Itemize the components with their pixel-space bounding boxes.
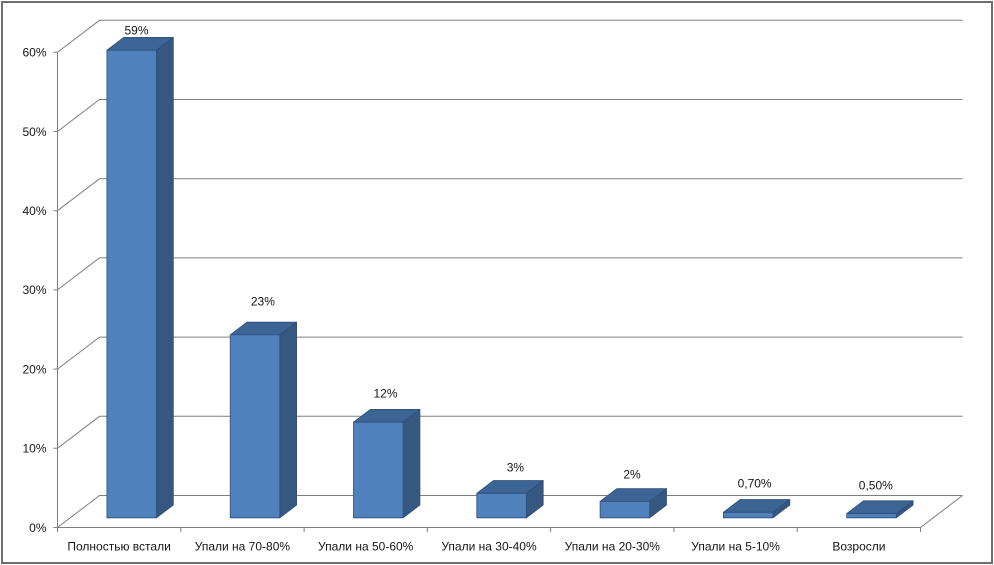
svg-text:Упали на 5-10%: Упали на 5-10% [691, 540, 780, 554]
svg-text:60%: 60% [22, 46, 46, 60]
svg-text:0,70%: 0,70% [738, 477, 772, 491]
svg-text:Полностью встали: Полностью встали [67, 540, 170, 554]
svg-text:40%: 40% [22, 204, 46, 218]
svg-text:59%: 59% [124, 24, 148, 38]
svg-text:23%: 23% [251, 294, 275, 308]
svg-text:Упали на 30-40%: Упали на 30-40% [441, 540, 537, 554]
svg-text:10%: 10% [22, 442, 46, 456]
svg-text:Упали на 50-60%: Упали на 50-60% [318, 540, 414, 554]
svg-text:20%: 20% [22, 362, 46, 376]
svg-text:2%: 2% [623, 468, 641, 482]
svg-text:12%: 12% [373, 387, 397, 401]
svg-text:0%: 0% [29, 521, 47, 535]
svg-text:3%: 3% [507, 460, 525, 474]
svg-text:30%: 30% [22, 283, 46, 297]
svg-text:0,50%: 0,50% [859, 478, 893, 492]
svg-text:Упали на 70-80%: Упали на 70-80% [195, 540, 291, 554]
svg-text:Упали на 20-30%: Упали на 20-30% [565, 540, 661, 554]
svg-text:50%: 50% [22, 125, 46, 139]
svg-text:Возросли: Возросли [832, 540, 885, 554]
